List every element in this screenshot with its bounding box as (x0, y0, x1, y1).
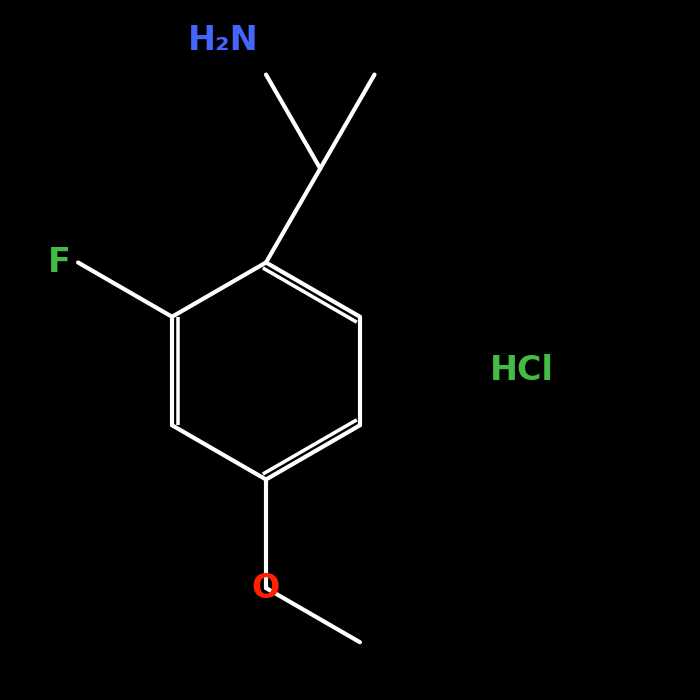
Text: O: O (252, 571, 280, 605)
Text: HCl: HCl (490, 354, 554, 388)
Text: F: F (48, 246, 71, 279)
Text: H₂N: H₂N (188, 24, 259, 57)
